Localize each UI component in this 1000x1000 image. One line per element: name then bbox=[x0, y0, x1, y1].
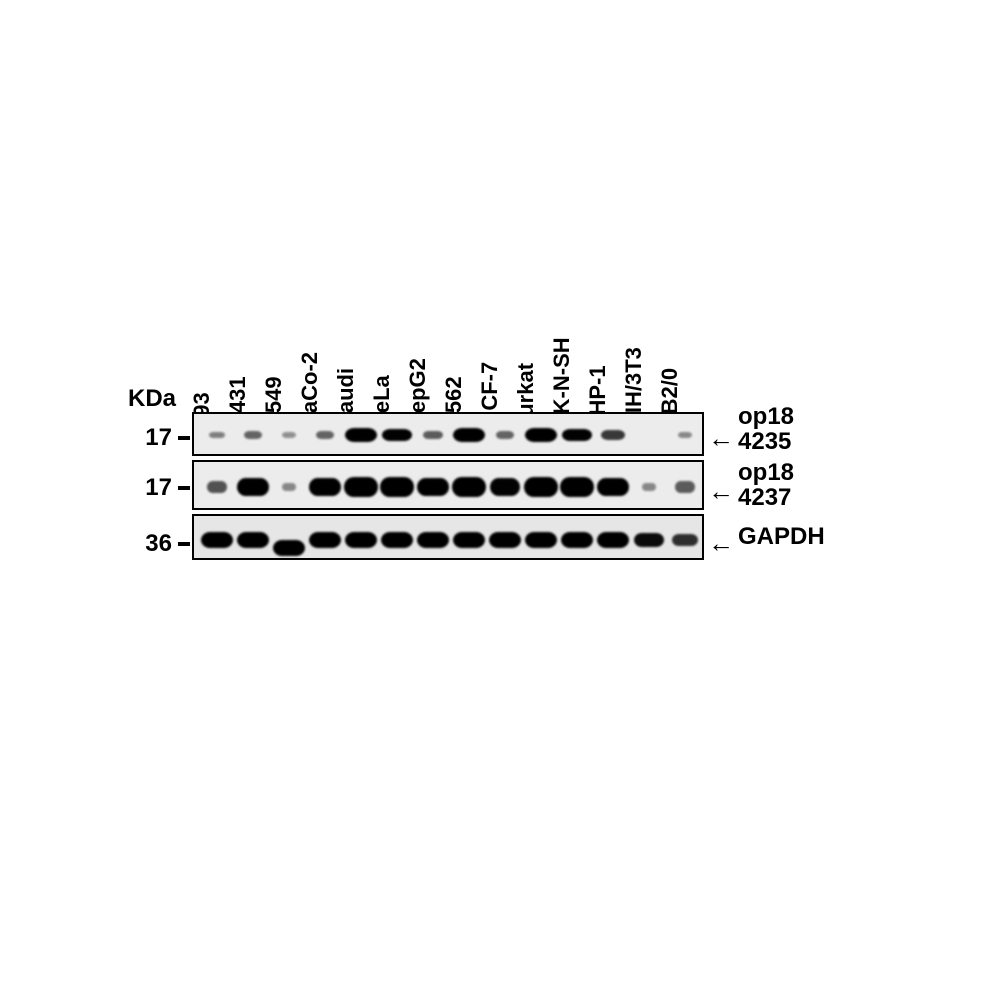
arrow-icon: ← bbox=[708, 476, 734, 507]
band bbox=[207, 481, 228, 493]
antibody-label: GAPDH bbox=[738, 524, 825, 549]
blot-panel bbox=[192, 514, 704, 560]
band bbox=[560, 477, 594, 497]
band bbox=[525, 532, 558, 548]
band bbox=[309, 532, 342, 548]
band bbox=[561, 532, 594, 548]
antibody-label: op184235 bbox=[738, 404, 794, 454]
band bbox=[381, 532, 414, 548]
band bbox=[453, 428, 486, 442]
band bbox=[380, 477, 414, 497]
blot-panel bbox=[192, 460, 704, 510]
band bbox=[282, 432, 295, 437]
band bbox=[675, 481, 695, 492]
band bbox=[562, 429, 593, 442]
mw-tick bbox=[178, 542, 190, 546]
band bbox=[597, 532, 630, 548]
band bbox=[597, 478, 630, 497]
band bbox=[524, 477, 558, 497]
band bbox=[417, 532, 450, 548]
band bbox=[282, 483, 296, 491]
band bbox=[316, 431, 335, 439]
band bbox=[452, 477, 486, 497]
band bbox=[237, 478, 269, 496]
kda-unit-label: KDa bbox=[128, 385, 176, 413]
band bbox=[678, 432, 692, 438]
mw-label: 17 bbox=[0, 424, 172, 452]
band bbox=[344, 477, 378, 497]
band bbox=[244, 431, 263, 439]
band bbox=[345, 428, 377, 441]
arrow-icon: ← bbox=[708, 423, 734, 454]
band bbox=[601, 430, 625, 440]
band bbox=[345, 532, 378, 548]
band bbox=[382, 429, 413, 442]
antibody-label: op184237 bbox=[738, 460, 794, 510]
band bbox=[490, 478, 521, 496]
band bbox=[273, 540, 305, 556]
band bbox=[201, 532, 234, 548]
band bbox=[642, 483, 656, 491]
band bbox=[489, 532, 522, 548]
band bbox=[453, 532, 486, 548]
band bbox=[417, 478, 449, 496]
band bbox=[672, 534, 697, 546]
arrow-icon: ← bbox=[708, 528, 734, 559]
mw-label: 17 bbox=[0, 474, 172, 502]
mw-tick bbox=[178, 486, 190, 490]
mw-tick bbox=[178, 436, 190, 440]
band bbox=[237, 532, 270, 548]
band bbox=[209, 432, 224, 438]
blot-panel bbox=[192, 412, 704, 456]
band bbox=[525, 428, 557, 441]
band bbox=[634, 533, 664, 548]
mw-label: 36 bbox=[0, 530, 172, 558]
band bbox=[309, 478, 341, 496]
band bbox=[423, 431, 443, 439]
band bbox=[496, 431, 515, 439]
